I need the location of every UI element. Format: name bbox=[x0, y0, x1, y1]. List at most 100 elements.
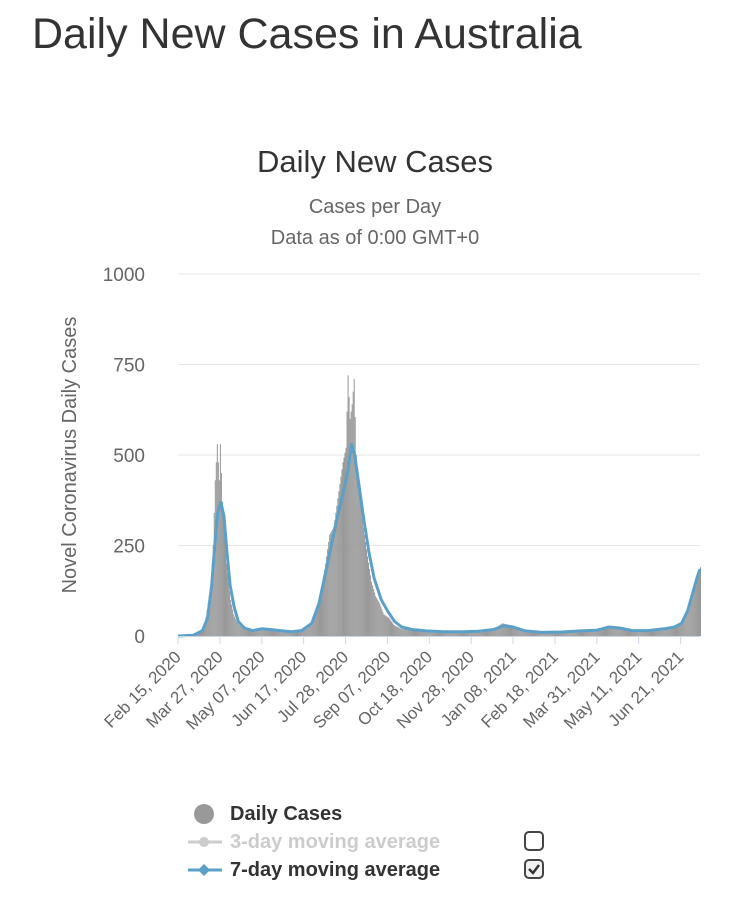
daily-case-bar bbox=[595, 630, 597, 636]
daily-case-bar bbox=[300, 630, 302, 636]
daily-case-bar bbox=[493, 628, 495, 636]
daily-case-bar bbox=[318, 599, 320, 636]
legend-item-daily-cases[interactable]: Daily Cases bbox=[188, 800, 588, 828]
daily-case-bar bbox=[598, 629, 600, 636]
daily-case-bar bbox=[507, 624, 509, 636]
daily-case-bar bbox=[245, 629, 247, 636]
daily-case-bar bbox=[579, 631, 581, 636]
daily-case-bar bbox=[688, 603, 690, 636]
daily-cases-bars bbox=[179, 375, 702, 636]
legend-item-3-day-average[interactable]: 3-day moving average bbox=[188, 828, 588, 856]
daily-case-bar bbox=[661, 629, 663, 636]
daily-case-bar bbox=[508, 624, 510, 636]
daily-case-bar bbox=[483, 630, 485, 636]
daily-case-bar bbox=[535, 632, 537, 636]
daily-case-bar bbox=[427, 631, 429, 636]
daily-case-bar bbox=[515, 627, 517, 636]
daily-case-bar bbox=[674, 626, 676, 636]
daily-case-bar bbox=[375, 596, 377, 636]
daily-case-bar bbox=[418, 631, 420, 636]
daily-case-bar bbox=[346, 411, 348, 636]
daily-case-bar bbox=[584, 631, 586, 636]
daily-case-bar bbox=[253, 630, 255, 636]
daily-case-bar bbox=[615, 627, 617, 636]
daily-case-bar bbox=[546, 632, 548, 636]
daily-case-bar bbox=[547, 632, 549, 636]
daily-case-bar bbox=[693, 585, 695, 636]
daily-case-bar bbox=[312, 619, 314, 636]
legend-label: Daily Cases bbox=[230, 803, 343, 825]
daily-case-bar bbox=[501, 623, 503, 636]
seven-day-average-checkbox[interactable] bbox=[524, 859, 544, 879]
daily-case-bar bbox=[303, 629, 305, 636]
daily-case-bar bbox=[475, 631, 477, 636]
daily-case-bar bbox=[474, 631, 476, 636]
daily-case-bar bbox=[292, 632, 294, 636]
three-day-average-checkbox[interactable] bbox=[524, 831, 544, 851]
daily-case-bar bbox=[669, 627, 671, 636]
daily-case-bar bbox=[461, 631, 463, 636]
legend-item-7-day-average[interactable]: 7-day moving average bbox=[188, 856, 588, 884]
daily-case-bar bbox=[200, 630, 202, 636]
daily-case-bar bbox=[653, 630, 655, 636]
daily-case-bar bbox=[410, 630, 412, 636]
daily-case-bar bbox=[224, 545, 227, 636]
daily-case-bar bbox=[401, 628, 403, 636]
daily-case-bar bbox=[267, 630, 269, 636]
daily-case-bar bbox=[276, 631, 278, 636]
daily-case-bar bbox=[275, 631, 277, 636]
chart-subtitle-line-2: Data as of 0:00 GMT+0 bbox=[271, 227, 479, 249]
daily-case-bar bbox=[502, 623, 504, 636]
daily-case-bar bbox=[254, 630, 256, 636]
daily-case-bar bbox=[403, 629, 405, 636]
daily-case-bar bbox=[247, 629, 249, 636]
daily-case-bar bbox=[563, 632, 565, 636]
daily-case-bar bbox=[585, 630, 587, 636]
daily-case-bar bbox=[404, 629, 406, 636]
daily-case-bar bbox=[250, 630, 252, 636]
daily-case-bar bbox=[365, 549, 367, 636]
daily-case-bar bbox=[442, 632, 444, 636]
daily-case-bar bbox=[616, 627, 618, 636]
daily-case-bar bbox=[642, 630, 644, 636]
daily-case-bar bbox=[217, 462, 219, 636]
y-tick-label: 500 bbox=[113, 446, 145, 467]
daily-case-bar bbox=[504, 624, 506, 636]
daily-case-bar bbox=[660, 629, 662, 636]
daily-case-bar bbox=[525, 631, 527, 636]
daily-case-bar bbox=[301, 630, 303, 636]
daily-case-bar bbox=[551, 632, 553, 636]
daily-case-bar bbox=[581, 631, 583, 636]
daily-case-bar bbox=[255, 629, 257, 636]
daily-case-bar bbox=[343, 457, 345, 636]
daily-case-bar bbox=[204, 623, 206, 636]
daily-case-bar bbox=[496, 626, 498, 636]
daily-case-bar bbox=[421, 631, 423, 636]
daily-case-bar bbox=[380, 606, 382, 636]
daily-case-bar bbox=[633, 630, 635, 636]
daily-case-bar bbox=[451, 632, 453, 636]
y-tick-label: 1000 bbox=[103, 265, 145, 286]
daily-case-bar bbox=[574, 631, 576, 636]
daily-case-bar bbox=[379, 603, 381, 636]
daily-case-bar bbox=[363, 534, 365, 636]
daily-case-bar bbox=[439, 632, 441, 636]
daily-case-bar bbox=[336, 505, 338, 636]
daily-case-bar bbox=[348, 397, 350, 636]
daily-case-bar bbox=[322, 582, 324, 636]
daily-case-bar bbox=[215, 462, 217, 636]
daily-case-bar bbox=[244, 628, 246, 636]
daily-case-bar bbox=[341, 469, 343, 636]
daily-case-bar bbox=[545, 632, 547, 636]
daily-case-bar bbox=[338, 491, 340, 636]
daily-case-bar bbox=[580, 631, 582, 636]
daily-case-bar bbox=[260, 629, 262, 636]
daily-case-bar bbox=[429, 631, 431, 636]
gridlines bbox=[178, 273, 700, 546]
daily-case-bar bbox=[257, 629, 259, 636]
daily-case-bar bbox=[358, 491, 360, 636]
daily-case-bar bbox=[342, 462, 344, 636]
daily-case-bar bbox=[621, 628, 623, 636]
daily-case-bar bbox=[520, 630, 522, 636]
daily-case-bar bbox=[237, 622, 239, 636]
